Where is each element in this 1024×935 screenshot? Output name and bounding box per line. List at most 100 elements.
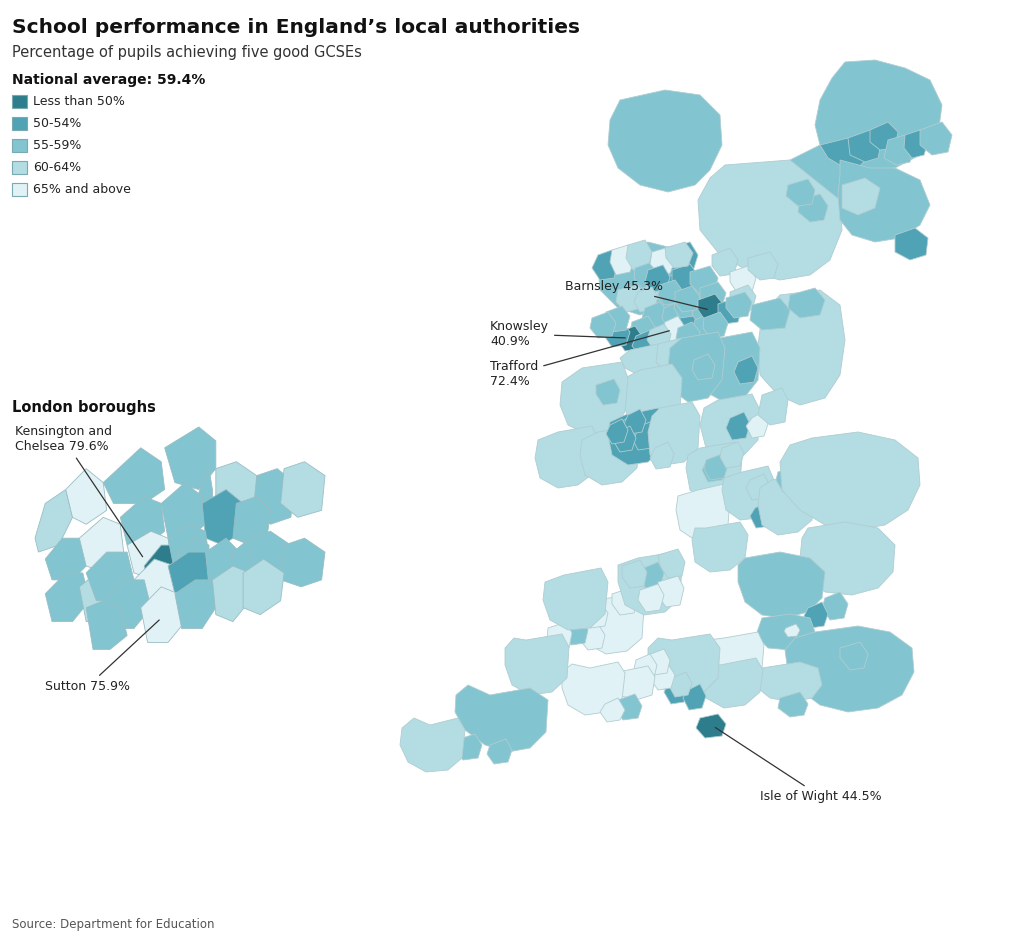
Polygon shape bbox=[612, 588, 637, 615]
Text: Barnsley 45.3%: Barnsley 45.3% bbox=[565, 280, 708, 309]
Polygon shape bbox=[606, 666, 655, 700]
Polygon shape bbox=[582, 602, 608, 628]
Polygon shape bbox=[66, 468, 106, 525]
Polygon shape bbox=[668, 332, 725, 402]
Polygon shape bbox=[672, 264, 698, 290]
Bar bbox=[12, 139, 27, 152]
Polygon shape bbox=[692, 298, 716, 324]
Polygon shape bbox=[676, 484, 730, 540]
Polygon shape bbox=[140, 587, 185, 642]
Text: Source: Department for Education: Source: Department for Education bbox=[12, 918, 214, 931]
Polygon shape bbox=[622, 364, 682, 428]
Polygon shape bbox=[820, 138, 870, 168]
Polygon shape bbox=[758, 474, 815, 535]
Polygon shape bbox=[698, 160, 842, 280]
Polygon shape bbox=[734, 356, 758, 384]
Polygon shape bbox=[848, 130, 882, 162]
Polygon shape bbox=[842, 178, 880, 215]
Polygon shape bbox=[216, 462, 257, 511]
Polygon shape bbox=[718, 298, 742, 324]
Polygon shape bbox=[700, 394, 760, 458]
Polygon shape bbox=[487, 739, 512, 764]
Polygon shape bbox=[815, 60, 942, 170]
Polygon shape bbox=[748, 252, 778, 280]
Polygon shape bbox=[665, 242, 693, 268]
Polygon shape bbox=[776, 466, 802, 492]
Polygon shape bbox=[178, 539, 209, 587]
Polygon shape bbox=[702, 456, 726, 482]
Polygon shape bbox=[804, 602, 828, 628]
Polygon shape bbox=[895, 228, 928, 260]
Polygon shape bbox=[212, 566, 250, 622]
Polygon shape bbox=[658, 280, 682, 305]
Polygon shape bbox=[650, 442, 674, 469]
Polygon shape bbox=[702, 658, 763, 708]
Polygon shape bbox=[884, 135, 914, 165]
Polygon shape bbox=[604, 306, 630, 332]
Polygon shape bbox=[672, 275, 698, 302]
Polygon shape bbox=[196, 468, 212, 517]
Polygon shape bbox=[676, 306, 700, 332]
Polygon shape bbox=[758, 388, 788, 425]
Polygon shape bbox=[580, 426, 640, 485]
Polygon shape bbox=[648, 634, 720, 695]
Polygon shape bbox=[686, 442, 742, 500]
Polygon shape bbox=[676, 322, 700, 348]
Polygon shape bbox=[784, 624, 800, 637]
Polygon shape bbox=[785, 145, 848, 210]
Polygon shape bbox=[543, 568, 608, 630]
Polygon shape bbox=[616, 416, 638, 442]
Polygon shape bbox=[712, 248, 738, 276]
Polygon shape bbox=[134, 559, 181, 608]
Polygon shape bbox=[656, 338, 690, 372]
Polygon shape bbox=[754, 662, 822, 702]
Polygon shape bbox=[582, 594, 644, 654]
Polygon shape bbox=[120, 496, 165, 545]
Polygon shape bbox=[455, 685, 548, 752]
Polygon shape bbox=[281, 462, 325, 517]
Polygon shape bbox=[920, 122, 952, 155]
Polygon shape bbox=[756, 614, 815, 650]
Polygon shape bbox=[281, 539, 325, 587]
Polygon shape bbox=[560, 362, 628, 435]
Polygon shape bbox=[253, 468, 294, 525]
Polygon shape bbox=[822, 592, 848, 620]
Polygon shape bbox=[610, 245, 635, 275]
Text: Sutton 75.9%: Sutton 75.9% bbox=[45, 620, 159, 693]
Polygon shape bbox=[683, 684, 706, 710]
Polygon shape bbox=[127, 531, 171, 580]
Polygon shape bbox=[730, 266, 756, 294]
Polygon shape bbox=[700, 332, 760, 402]
Polygon shape bbox=[634, 262, 660, 288]
Text: Trafford
72.4%: Trafford 72.4% bbox=[490, 331, 670, 388]
Polygon shape bbox=[696, 714, 726, 738]
Polygon shape bbox=[870, 122, 898, 150]
Polygon shape bbox=[547, 622, 572, 650]
Polygon shape bbox=[798, 194, 828, 222]
Polygon shape bbox=[722, 484, 746, 512]
Polygon shape bbox=[650, 246, 680, 275]
Polygon shape bbox=[705, 454, 728, 480]
Polygon shape bbox=[86, 600, 127, 650]
Polygon shape bbox=[592, 250, 618, 280]
Polygon shape bbox=[608, 408, 665, 465]
Polygon shape bbox=[904, 130, 928, 158]
Polygon shape bbox=[161, 482, 206, 539]
Text: 60-64%: 60-64% bbox=[33, 161, 81, 174]
Polygon shape bbox=[243, 559, 284, 614]
Polygon shape bbox=[79, 517, 124, 573]
Polygon shape bbox=[645, 274, 670, 300]
Polygon shape bbox=[698, 294, 723, 320]
Polygon shape bbox=[144, 545, 181, 594]
Polygon shape bbox=[598, 242, 682, 315]
Polygon shape bbox=[616, 285, 645, 312]
Polygon shape bbox=[675, 286, 700, 312]
Polygon shape bbox=[638, 584, 664, 612]
Polygon shape bbox=[45, 573, 89, 622]
Polygon shape bbox=[647, 649, 670, 675]
Polygon shape bbox=[250, 531, 291, 580]
Polygon shape bbox=[562, 662, 625, 715]
Text: Percentage of pupils achieving five good GCSEs: Percentage of pupils achieving five good… bbox=[12, 45, 361, 60]
Bar bbox=[12, 161, 27, 174]
Polygon shape bbox=[786, 179, 815, 206]
